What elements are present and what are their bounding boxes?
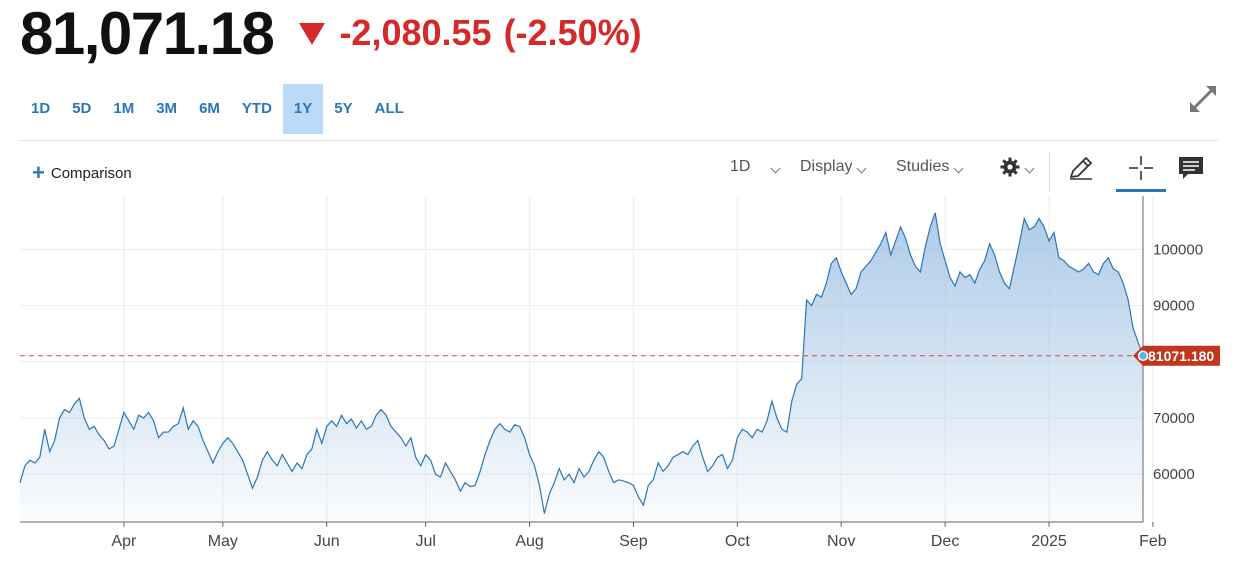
quote-header: 81,071.18 -2,080.55 (-2.50%) — [20, 0, 642, 67]
range-button-1m[interactable]: 1M — [113, 100, 135, 117]
last-price-tag-label: 81071.180 — [1148, 348, 1214, 364]
range-button-ytd[interactable]: YTD — [241, 100, 272, 117]
range-button-5d[interactable]: 5D — [72, 100, 92, 117]
toolbar-separator — [1049, 152, 1050, 192]
studies-label: Studies — [896, 158, 950, 175]
comparison-button[interactable]: + Comparison — [32, 160, 132, 185]
change-value: -2,080.55 — [339, 12, 492, 53]
chevron-down-icon — [857, 163, 867, 173]
crosshair-icon[interactable] — [1126, 153, 1156, 183]
chevron-down-icon — [953, 163, 964, 173]
x-tick-label: Oct — [725, 533, 750, 550]
y-tick-label: 60000 — [1153, 466, 1195, 483]
last-price: 81,071.18 — [20, 0, 275, 67]
triangle-down-icon — [299, 23, 326, 45]
range-button-6m[interactable]: 6M — [199, 100, 220, 117]
chevron-down-icon — [771, 163, 781, 173]
active-tool-indicator — [1116, 189, 1166, 192]
display-dropdown[interactable]: Display — [800, 158, 867, 176]
price-chart[interactable]: 60000 70000 90000 100000 Apr May Jun Jul Aug Sep O… — [0, 196, 1242, 581]
display-label: Display — [800, 158, 853, 175]
x-tick-label: Jul — [415, 533, 435, 550]
last-price-tag — [1133, 345, 1220, 366]
toolbar-divider — [20, 140, 1218, 141]
y-tick-label: 100000 — [1153, 241, 1203, 258]
chevron-down-icon — [1024, 163, 1035, 173]
y-tick-label: 90000 — [1153, 298, 1195, 315]
x-tick-label: Sep — [619, 533, 648, 550]
x-tick-label: Jun — [314, 533, 340, 550]
x-tick-label: Apr — [111, 533, 137, 550]
expand-icon[interactable] — [1186, 82, 1220, 116]
price-area — [20, 212, 1143, 523]
x-tick-label: Aug — [515, 533, 543, 550]
news-icon[interactable] — [1176, 153, 1206, 183]
price-change: -2,080.55 (-2.50%) — [299, 12, 642, 54]
range-button-all[interactable]: ALL — [374, 100, 404, 117]
range-button-3m[interactable]: 3M — [156, 100, 178, 117]
range-button-5y[interactable]: 5Y — [334, 100, 353, 117]
draw-pencil-icon[interactable] — [1066, 153, 1096, 183]
last-price-dot — [1137, 350, 1149, 362]
price-line — [19, 212, 1144, 514]
range-button-1y[interactable]: 1Y — [282, 84, 324, 134]
settings-dropdown[interactable] — [1000, 157, 1035, 177]
x-tick-label: Feb — [1139, 533, 1167, 550]
range-selector: 1D 5D 1M 3M 6M YTD 1Y 5Y ALL — [20, 84, 415, 134]
change-percent: (-2.50%) — [503, 12, 642, 53]
x-tick-label: May — [208, 533, 238, 550]
comparison-label: Comparison — [50, 164, 132, 182]
x-tick-label: Dec — [931, 533, 959, 550]
settings-gear-icon — [1000, 157, 1020, 177]
interval-dropdown[interactable]: 1D — [730, 158, 781, 176]
plus-icon: + — [32, 160, 45, 185]
studies-dropdown[interactable]: Studies — [896, 158, 964, 176]
x-tick-label: 2025 — [1031, 533, 1067, 550]
interval-label: 1D — [730, 158, 751, 175]
y-tick-label: 70000 — [1153, 410, 1195, 427]
range-button-1d[interactable]: 1D — [31, 100, 51, 117]
x-tick-label: Nov — [827, 533, 855, 550]
